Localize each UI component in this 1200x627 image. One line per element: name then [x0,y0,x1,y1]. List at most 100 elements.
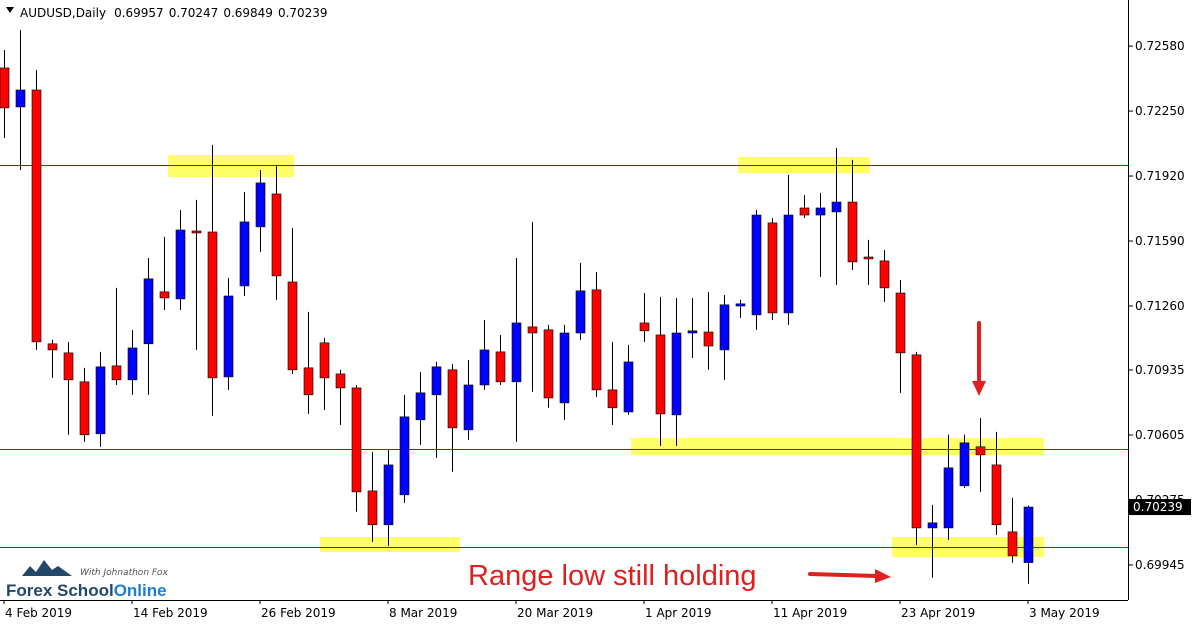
candle-body [623,361,634,413]
price-label-box [1129,499,1191,516]
candle-body [79,381,90,436]
candle-body [559,332,570,404]
candle-body [911,354,922,529]
candle-body [543,329,554,399]
candle-body [15,89,26,108]
candle-body [863,256,874,260]
chart-title: AUDUSD,Daily [20,6,106,20]
candle-body [799,207,810,216]
candle-body [943,467,954,529]
candle-body [527,326,538,334]
arrow-head [875,569,891,583]
candle-body [991,464,1002,526]
candle-body [335,373,346,389]
price-label: 0.70239 [1133,500,1183,514]
menu-triangle [6,7,14,13]
candle-body [1007,531,1018,557]
high-value: 0.70247 [169,6,219,20]
candle-body [319,342,330,379]
candle-body [399,416,410,496]
x-tick-label: 23 Apr 2019 [901,606,975,620]
logo: With Johnathon Fox Forex SchoolOnline [6,560,169,600]
y-tick-label: 0.70935 [1135,363,1185,377]
candle-body [927,522,938,529]
y-tick-label: 0.71260 [1135,299,1185,313]
candle-body [879,260,890,289]
candle-body [111,365,122,381]
candle-body [463,384,474,431]
candle-body [351,387,362,493]
candle-body [31,89,42,343]
x-tick-label: 3 May 2019 [1029,606,1100,620]
x-tick-label: 1 Apr 2019 [645,606,712,620]
candle-body [479,349,490,386]
logo-brand-name: Forex School [6,581,114,600]
candle-body [687,330,698,334]
candle-body [511,322,522,383]
arrows [808,321,986,583]
candle-body [127,347,138,381]
logo-tagline: With Johnathon Fox [80,568,169,578]
candle-body [47,343,58,351]
candle-body [719,304,730,351]
low-value: 0.69849 [223,6,273,20]
candle-body [767,222,778,314]
candle-body [303,367,314,396]
x-tick-label: 11 Apr 2019 [773,606,847,620]
arrow-head [972,381,986,396]
candle-body [1023,506,1034,563]
arrow-shaft [808,572,879,578]
y-tick-label: 0.72250 [1135,104,1185,118]
x-tick-label: 8 Mar 2019 [389,606,457,620]
highlight-zone [320,537,460,552]
candle-body [431,366,442,396]
candle-body [447,369,458,429]
y-tick-label: 0.69945 [1135,558,1185,572]
logo-brand-accent: Online [114,581,167,600]
candle-body [223,295,234,378]
candle-body [0,67,10,109]
candle-body [607,389,618,409]
candle-body [287,281,298,371]
candle-body [191,230,202,234]
candle-body [847,201,858,263]
close-value: 0.70239 [278,6,328,20]
candle-body [655,334,666,415]
logo-graphic [22,560,72,576]
highlight-zone [631,438,1044,455]
candle-body [671,332,682,416]
candle-body [143,278,154,345]
candle-body [271,193,282,277]
y-tick-label: 0.71590 [1135,234,1185,248]
candle-body [575,290,586,334]
x-tick-label: 26 Feb 2019 [261,606,336,620]
x-tick-label: 4 Feb 2019 [5,606,72,620]
y-tick-label: 0.72580 [1135,39,1185,53]
annotation: Range low still holding [468,560,757,592]
candle-body [239,221,250,287]
candle-body [63,352,74,381]
candle-body [895,292,906,354]
candle-body [783,214,794,314]
candle-body [159,291,170,299]
candle-body [415,392,426,421]
candle-body [975,446,986,456]
candle-body [383,464,394,526]
candle-body [495,351,506,383]
candle-body [639,322,650,332]
candle-body [591,289,602,391]
candle-body [703,331,714,347]
chart-header: AUDUSD,Daily 0.69957 0.70247 0.69849 0.70239 [20,6,328,20]
open-value: 0.69957 [114,6,164,20]
candle-body [735,303,746,307]
candle-body [959,442,970,487]
candle-body [207,231,218,379]
logo-brand: Forex SchoolOnline [6,581,167,600]
candle-body [831,201,842,213]
x-tick-label: 14 Feb 2019 [133,606,208,620]
y-tick-label: 0.71920 [1135,169,1185,183]
y-tick-label: 0.70605 [1135,428,1185,442]
x-tick-label: 20 Mar 2019 [517,606,593,620]
